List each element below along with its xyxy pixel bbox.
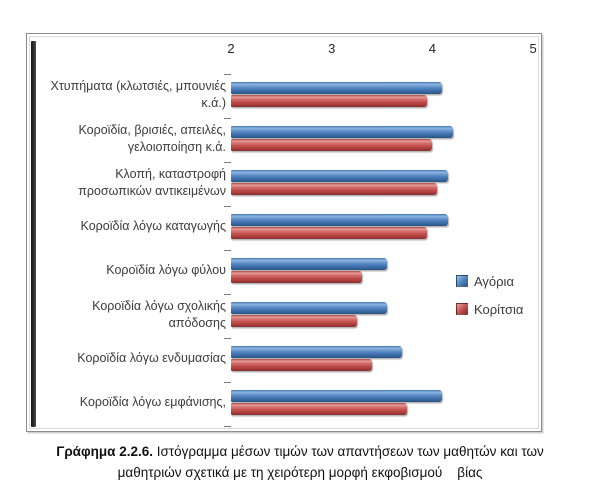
caption-number: Γράφημα 2.2.6. [56, 444, 153, 459]
legend-label-boys: Αγόρια [474, 273, 514, 289]
category-label-6: Κοροϊδία λόγω ενδυμασίας [77, 351, 226, 366]
category-label-0: Χτυπήματα (κλωτσιές, μπουνιές κ.ά.) [50, 78, 227, 111]
bar-girls-row-4 [231, 271, 362, 283]
category-axis-tick [224, 205, 231, 207]
legend-label-girls: Κορίτσια [474, 301, 524, 317]
legend: Αγόρια Κορίτσια [456, 272, 523, 328]
x-axis-tick-4: 4 [428, 41, 436, 56]
x-axis-tick-2: 2 [227, 41, 235, 56]
category-label-2: Κλοπή, καταστροφή προσωπικών αντικειμένω… [78, 166, 226, 199]
bar-girls-row-5 [231, 315, 357, 327]
x-axis-tick-3: 3 [328, 41, 336, 56]
category-label-3: Κοροϊδία λόγω καταγωγής [80, 219, 226, 234]
category-axis-tick [224, 425, 231, 427]
bar-boys-row-2 [231, 170, 448, 182]
plot-left-shadow [31, 41, 36, 427]
bar-girls-row-2 [231, 183, 438, 195]
bar-boys-row-4 [231, 258, 388, 270]
category-label-7: Κοροϊδία λόγω εμφάνισης, [79, 395, 226, 410]
legend-marker-boys [456, 275, 468, 287]
bar-girls-row-1 [231, 139, 433, 151]
bar-boys-row-5 [231, 302, 388, 314]
legend-marker-girls [456, 303, 468, 315]
category-label-4: Κοροϊδία λόγω φύλου [106, 263, 226, 278]
bar-girls-row-7 [231, 403, 408, 415]
bar-boys-row-6 [231, 346, 403, 358]
bar-girls-row-0 [231, 95, 428, 107]
category-axis-tick [224, 381, 231, 383]
bar-boys-row-7 [231, 390, 443, 402]
category-axis-tick [224, 337, 231, 339]
category-axis-tick [224, 117, 231, 119]
category-axis-tick [224, 73, 231, 75]
category-axis-tick [224, 161, 231, 163]
category-axis-tick [224, 249, 231, 251]
caption-text: Ιστόγραμμα μέσων τιμών των απαντήσεων τω… [117, 444, 548, 480]
legend-item-boys: Αγόρια [456, 272, 523, 290]
bar-girls-row-3 [231, 227, 428, 239]
bar-boys-row-0 [231, 82, 443, 94]
x-axis-tick-5: 5 [529, 41, 537, 56]
figure-caption: Γράφημα 2.2.6. Ιστόγραμμα μέσων τιμών τω… [40, 441, 560, 483]
bar-girls-row-6 [231, 359, 372, 371]
category-label-5: Κοροϊδία λόγω σχολικής απόδοσης [92, 298, 226, 331]
bar-boys-row-3 [231, 214, 448, 226]
legend-item-girls: Κορίτσια [456, 300, 523, 318]
bar-boys-row-1 [231, 126, 453, 138]
category-axis-tick [224, 293, 231, 295]
category-label-1: Κοροϊδία, βρισιές, απειλές, γελοιοποίηση… [78, 122, 226, 155]
